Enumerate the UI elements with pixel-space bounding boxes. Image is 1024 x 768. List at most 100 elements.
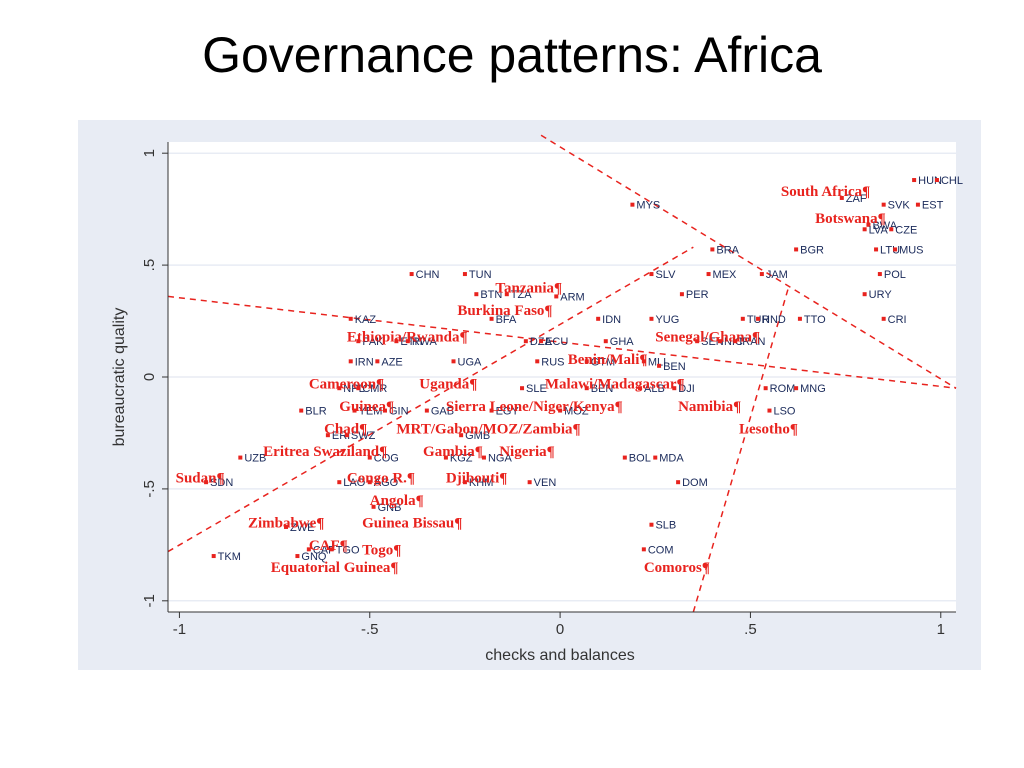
data-point — [211, 554, 216, 559]
x-tick-label: -1 — [173, 621, 186, 638]
data-point — [866, 222, 871, 227]
data-point — [462, 480, 467, 485]
y-tick-label: 0 — [141, 373, 158, 381]
point-label: TUN — [469, 269, 492, 281]
point-label: BGR — [800, 244, 824, 256]
point-label: YEM — [359, 406, 383, 418]
point-label: LAO — [343, 477, 365, 489]
point-label: SLB — [655, 520, 676, 532]
point-label: BLR — [305, 406, 326, 418]
data-point — [409, 272, 414, 277]
x-axis-label: checks and balances — [485, 647, 634, 664]
data-point — [523, 339, 528, 344]
data-point — [394, 339, 399, 344]
data-point — [489, 316, 494, 321]
point-label: YUG — [655, 314, 679, 326]
slide-title: Governance patterns: Africa — [202, 27, 822, 83]
y-tick-label: -.5 — [141, 480, 158, 498]
data-point — [306, 547, 311, 552]
data-point — [877, 272, 882, 277]
africa-label: Tanzania¶ — [495, 280, 562, 296]
point-label: NGA — [488, 453, 513, 465]
data-point — [653, 455, 658, 460]
data-point — [451, 359, 456, 364]
data-point — [756, 316, 761, 321]
data-point — [356, 386, 361, 391]
data-point — [352, 408, 357, 413]
point-label: ZWE — [290, 522, 314, 534]
africa-label: Botswana¶ — [815, 211, 886, 227]
data-point — [695, 339, 700, 344]
africa-label: Namibia¶ — [678, 399, 741, 415]
data-point — [717, 339, 722, 344]
x-tick-label: 1 — [937, 621, 945, 638]
point-label: COG — [374, 453, 399, 465]
x-tick-label: -.5 — [361, 621, 379, 638]
data-point — [862, 292, 867, 297]
data-point — [443, 455, 448, 460]
point-label: RUS — [541, 356, 564, 368]
point-label: JAM — [766, 269, 788, 281]
point-label: COM — [648, 544, 674, 556]
data-point — [367, 455, 372, 460]
point-label: CZE — [895, 224, 917, 236]
data-point — [649, 272, 654, 277]
guide-line — [167, 295, 957, 389]
data-point — [474, 292, 479, 297]
y-axis-label: bureaucratic quality — [111, 308, 128, 447]
africa-label: Congo R.¶ — [347, 471, 415, 487]
africa-label: MRT/Gabon/MOZ/Zambia¶ — [396, 421, 580, 437]
scatter-chart: -1 -.5 0.5 1 -1 -.5 0.5 1 HUN CHL ZAF SVK EST BWA LVA… — [78, 120, 981, 670]
data-point — [325, 433, 330, 438]
africa-label: Equatorial Guinea¶ — [271, 560, 399, 576]
y-tick-label: 1 — [141, 149, 158, 157]
data-point — [535, 359, 540, 364]
data-point — [462, 272, 467, 277]
data-point — [881, 316, 886, 321]
data-point — [889, 227, 894, 232]
africa-label: Chad¶ — [324, 421, 367, 437]
data-point — [706, 272, 711, 277]
data-point — [489, 408, 494, 413]
data-point — [405, 339, 410, 344]
data-point — [649, 316, 654, 321]
point-label: ZAF — [846, 193, 867, 205]
point-label: ARM — [560, 291, 584, 303]
data-point — [862, 227, 867, 232]
point-label: ROM — [770, 383, 796, 395]
y-tick-label: -1 — [141, 594, 158, 607]
data-point — [295, 554, 300, 559]
data-point — [584, 386, 589, 391]
point-label: KAZ — [355, 314, 377, 326]
point-label: MYS — [636, 200, 660, 212]
data-point — [912, 178, 917, 183]
point-label: MEX — [713, 269, 738, 281]
y-tick-label: .5 — [141, 259, 158, 272]
data-point — [424, 408, 429, 413]
africa-label: Gambia¶ — [423, 444, 483, 460]
africa-label: Guinea Bissau¶ — [362, 515, 462, 531]
data-point — [622, 455, 627, 460]
data-point — [459, 433, 464, 438]
point-label: KGZ — [450, 453, 473, 465]
data-point — [348, 316, 353, 321]
point-label: MNG — [800, 383, 826, 395]
data-point — [481, 455, 486, 460]
africa-label: Sudan¶ — [176, 471, 225, 487]
africa-label: Malawi/Madagascar¶ — [545, 377, 685, 393]
data-point — [520, 386, 525, 391]
point-label: DJI — [678, 383, 695, 395]
point-label: BEN — [663, 361, 686, 373]
point-label: MDA — [659, 453, 684, 465]
data-point — [881, 202, 886, 207]
point-label: SDN — [210, 477, 233, 489]
point-label: GNQ — [301, 551, 327, 563]
data-point — [284, 524, 289, 529]
point-label: TKM — [218, 551, 241, 563]
data-point — [596, 316, 601, 321]
africa-label: Nigeria¶ — [499, 444, 555, 460]
africa-label: Comoros¶ — [644, 560, 710, 576]
africa-label: Benin/Mali¶ — [568, 352, 648, 368]
